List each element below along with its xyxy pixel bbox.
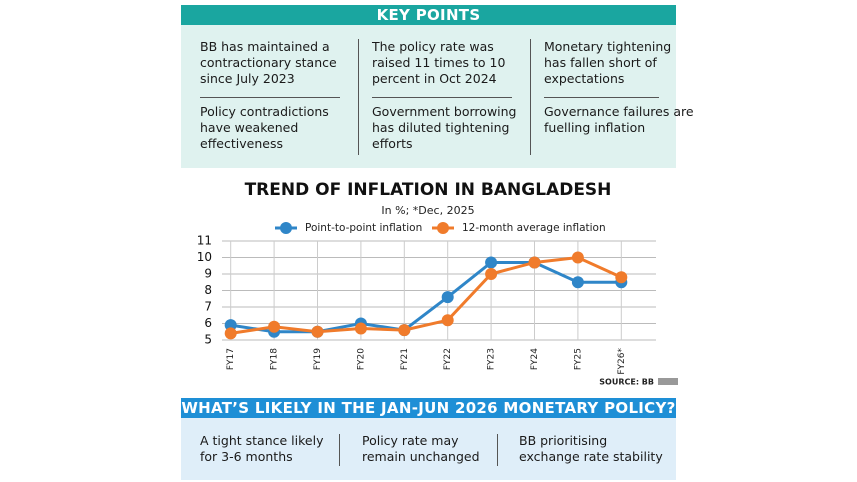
data-point [398,324,411,337]
data-point [354,322,367,335]
x-tick-label: FY22 [443,348,453,370]
legend-label: 12-month average inflation [462,222,606,234]
chart-subtitle: In %; *Dec, 2025 [381,204,474,217]
divider [358,39,359,155]
key-point: Policy contradictions have weakened effe… [200,104,329,151]
y-tick-label: 5 [204,333,212,347]
key-point: Governance failures are fuelling inflati… [544,104,694,135]
x-tick-label: FY21 [400,348,410,370]
data-point [615,271,628,284]
key-point: Monetary tightening has fallen short of … [544,39,672,86]
data-point [441,291,454,304]
chart: TREND OF INFLATION IN BANGLADESH In %; *… [197,180,678,387]
key-point: The policy rate was raised 11 times to 1… [372,39,506,86]
key-point: Government borrowing has diluted tighten… [372,104,517,151]
data-point [224,327,237,340]
series-line [230,260,622,334]
outlook-item: BB prioritising exchange rate stability [519,433,663,464]
data-point [528,256,541,269]
source-swatch [658,378,678,385]
legend-marker [437,222,449,234]
divider [372,97,512,98]
legend-label: Point-to-point inflation [305,222,422,234]
divider [339,434,340,466]
divider [530,39,531,155]
outlook-panel: A tight stance likely for 3-6 months Pol… [181,418,676,480]
divider [200,97,340,98]
y-tick-label: 7 [204,300,212,314]
data-point [441,314,454,327]
x-tick-label: FY17 [226,348,236,370]
divider [497,434,498,466]
y-tick-label: 11 [197,234,212,248]
y-tick-label: 9 [204,267,212,281]
key-point: BB has maintained a contractionary stanc… [200,39,337,86]
outlook-item: Policy rate may remain unchanged [362,433,480,464]
x-tick-label: FY19 [313,348,323,370]
data-point [485,268,498,280]
data-point [268,320,281,333]
outlook-title: WHAT’S LIKELY IN THE JAN-JUN 2026 MONETA… [181,398,676,418]
y-tick-label: 6 [204,316,212,330]
y-tick-label: 10 [197,250,212,264]
source: SOURCE: BB [599,378,654,387]
x-tick-label: FY24 [530,348,540,370]
data-point [311,325,324,338]
data-point [485,256,498,269]
data-point [571,276,584,289]
outlook-item: A tight stance likely for 3-6 months [200,433,324,464]
y-tick-label: 8 [204,283,212,297]
chart-title: TREND OF INFLATION IN BANGLADESH [245,180,612,200]
key-points-panel: BB has maintained a contractionary stanc… [181,25,694,168]
x-tick-label: FY25 [573,348,583,370]
legend-marker [280,222,292,234]
x-tick-label: FY18 [270,348,280,370]
x-tick-label: FY26* [617,348,627,375]
data-point [571,251,584,264]
x-tick-label: FY23 [487,348,497,370]
divider [544,97,659,98]
key-points-title: KEY POINTS [181,5,676,25]
data-point [224,319,237,332]
series-line [230,255,622,335]
x-tick-label: FY20 [356,348,366,370]
